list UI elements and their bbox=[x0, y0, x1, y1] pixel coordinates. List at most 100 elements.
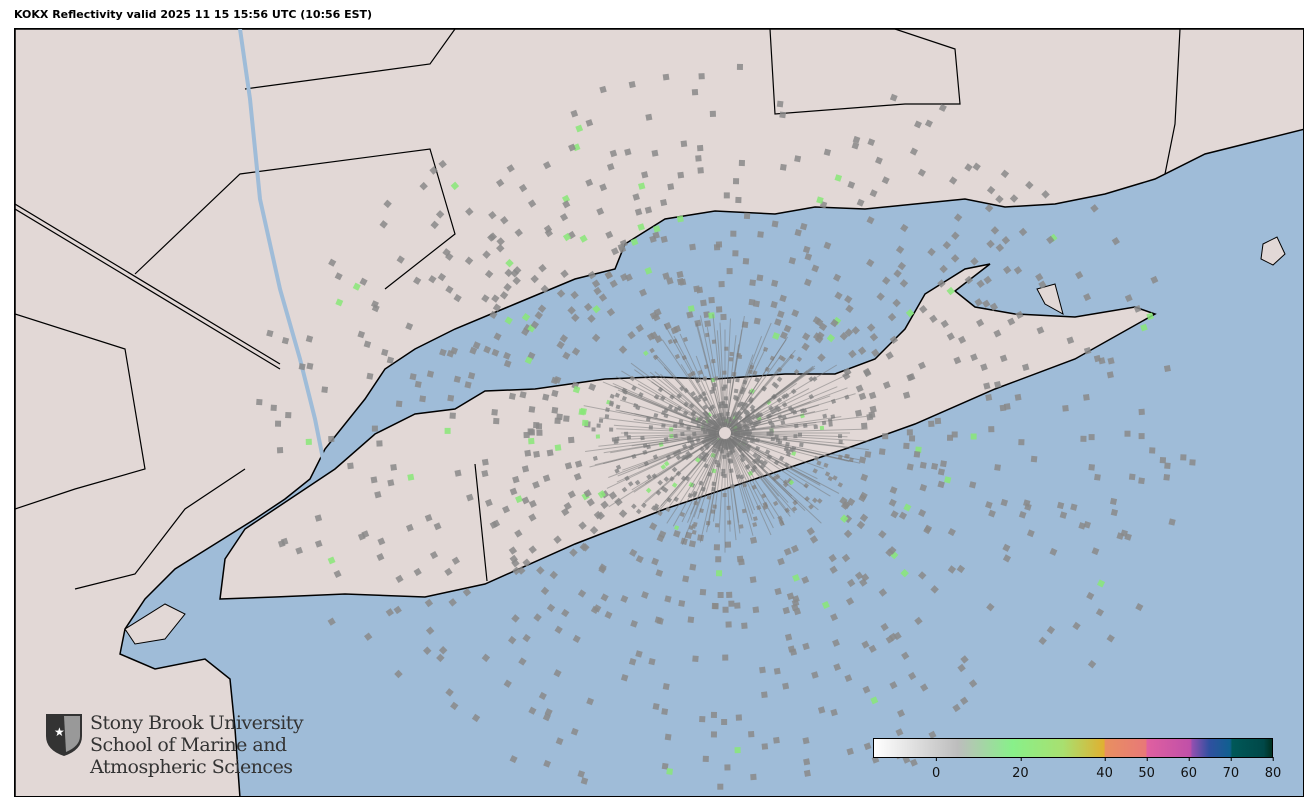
radar-ray bbox=[687, 432, 726, 523]
radar-echo bbox=[509, 755, 518, 764]
radar-echo bbox=[1024, 503, 1032, 511]
radar-echo bbox=[783, 547, 792, 556]
radar-ray bbox=[613, 424, 726, 434]
radar-echo bbox=[845, 597, 855, 606]
radar-ray bbox=[616, 428, 726, 434]
radar-echo bbox=[702, 755, 709, 762]
radar-echo bbox=[1059, 511, 1068, 519]
radar-echo bbox=[561, 194, 571, 203]
radar-echo bbox=[728, 600, 735, 607]
radar-echo bbox=[483, 345, 492, 354]
radar-echo bbox=[544, 228, 554, 238]
radar-echo bbox=[983, 382, 991, 390]
radar-echo bbox=[959, 696, 969, 705]
radar-echo bbox=[788, 257, 797, 265]
radar-echo bbox=[554, 444, 562, 452]
radar-echo bbox=[634, 479, 641, 486]
radar-echo bbox=[931, 462, 939, 470]
radar-echo bbox=[995, 194, 1004, 204]
radar-echo bbox=[1090, 204, 1099, 213]
radar-echo bbox=[462, 588, 472, 597]
radar-echo bbox=[503, 679, 512, 688]
radar-echo bbox=[794, 229, 802, 237]
radar-echo bbox=[983, 275, 992, 285]
radar-echo bbox=[630, 619, 638, 628]
colorbar-tick: 0 bbox=[932, 757, 940, 781]
radar-echo bbox=[749, 576, 757, 584]
radar-echo bbox=[895, 245, 905, 254]
radar-echo bbox=[563, 415, 570, 422]
radar-echo bbox=[335, 298, 344, 307]
radar-echo bbox=[830, 708, 838, 717]
radar-echo bbox=[940, 319, 949, 329]
radar-echo bbox=[993, 329, 1002, 338]
radar-echo bbox=[735, 377, 740, 383]
radar-ray bbox=[680, 364, 726, 434]
radar-echo bbox=[732, 250, 739, 257]
radar-echo bbox=[728, 357, 734, 362]
radar-echo bbox=[651, 149, 659, 157]
radar-map[interactable] bbox=[14, 28, 1304, 797]
radar-echo bbox=[876, 292, 885, 301]
radar-echo bbox=[521, 465, 530, 473]
radar-echo bbox=[715, 570, 723, 577]
radar-echo bbox=[900, 223, 909, 233]
radar-echo bbox=[424, 598, 434, 608]
radar-echo bbox=[878, 530, 887, 539]
radar-echo bbox=[370, 476, 378, 484]
radar-echo bbox=[847, 578, 856, 588]
radar-echo bbox=[609, 149, 618, 158]
radar-echo bbox=[779, 294, 787, 303]
radar-echo bbox=[1015, 310, 1024, 319]
radar-echo bbox=[988, 509, 996, 518]
radar-echo bbox=[951, 431, 958, 438]
radar-echo bbox=[924, 119, 933, 128]
radar-echo bbox=[1038, 280, 1047, 289]
radar-echo bbox=[888, 498, 897, 507]
radar-echo bbox=[906, 429, 913, 436]
radar-echo bbox=[653, 225, 661, 233]
radar-echo bbox=[692, 521, 698, 527]
radar-echo bbox=[628, 80, 636, 89]
radar-echo bbox=[618, 509, 628, 518]
radar-echo bbox=[366, 372, 374, 380]
radar-echo bbox=[573, 472, 582, 481]
radar-echo bbox=[493, 417, 500, 425]
radar-echo bbox=[848, 349, 857, 359]
radar-ray bbox=[724, 432, 848, 449]
radar-echo bbox=[567, 490, 576, 499]
radar-ray bbox=[724, 322, 772, 434]
radar-echo bbox=[528, 513, 537, 522]
radar-echo bbox=[635, 508, 642, 515]
radar-echo bbox=[695, 155, 702, 162]
radar-echo bbox=[496, 244, 505, 253]
radar-echo bbox=[957, 663, 966, 673]
radar-echo bbox=[489, 520, 498, 529]
radar-echo bbox=[562, 351, 571, 360]
radar-echo bbox=[651, 557, 659, 566]
radar-echo bbox=[537, 304, 547, 313]
radar-echo bbox=[394, 669, 403, 679]
radar-echo bbox=[942, 240, 952, 250]
radar-echo bbox=[863, 742, 872, 751]
radar-ray bbox=[656, 354, 726, 434]
radar-echo bbox=[1018, 511, 1027, 519]
radar-echo bbox=[593, 510, 603, 520]
radar-echo bbox=[673, 496, 679, 502]
radar-echo bbox=[790, 544, 799, 553]
radar-echo bbox=[352, 282, 361, 291]
radar-echo bbox=[834, 291, 843, 300]
radar-echo bbox=[776, 100, 784, 108]
radar-echo bbox=[887, 312, 897, 322]
radar-echo bbox=[555, 737, 564, 746]
radar-echo bbox=[572, 385, 581, 394]
radar-echo bbox=[833, 663, 842, 671]
radar-ray bbox=[712, 432, 726, 522]
radar-echo bbox=[699, 715, 706, 723]
radar-echo bbox=[855, 409, 863, 417]
radar-ray bbox=[724, 432, 793, 497]
radar-echo bbox=[1007, 317, 1016, 326]
radar-echo bbox=[657, 510, 663, 517]
radar-echo bbox=[892, 298, 901, 308]
radar-echo bbox=[599, 183, 608, 192]
